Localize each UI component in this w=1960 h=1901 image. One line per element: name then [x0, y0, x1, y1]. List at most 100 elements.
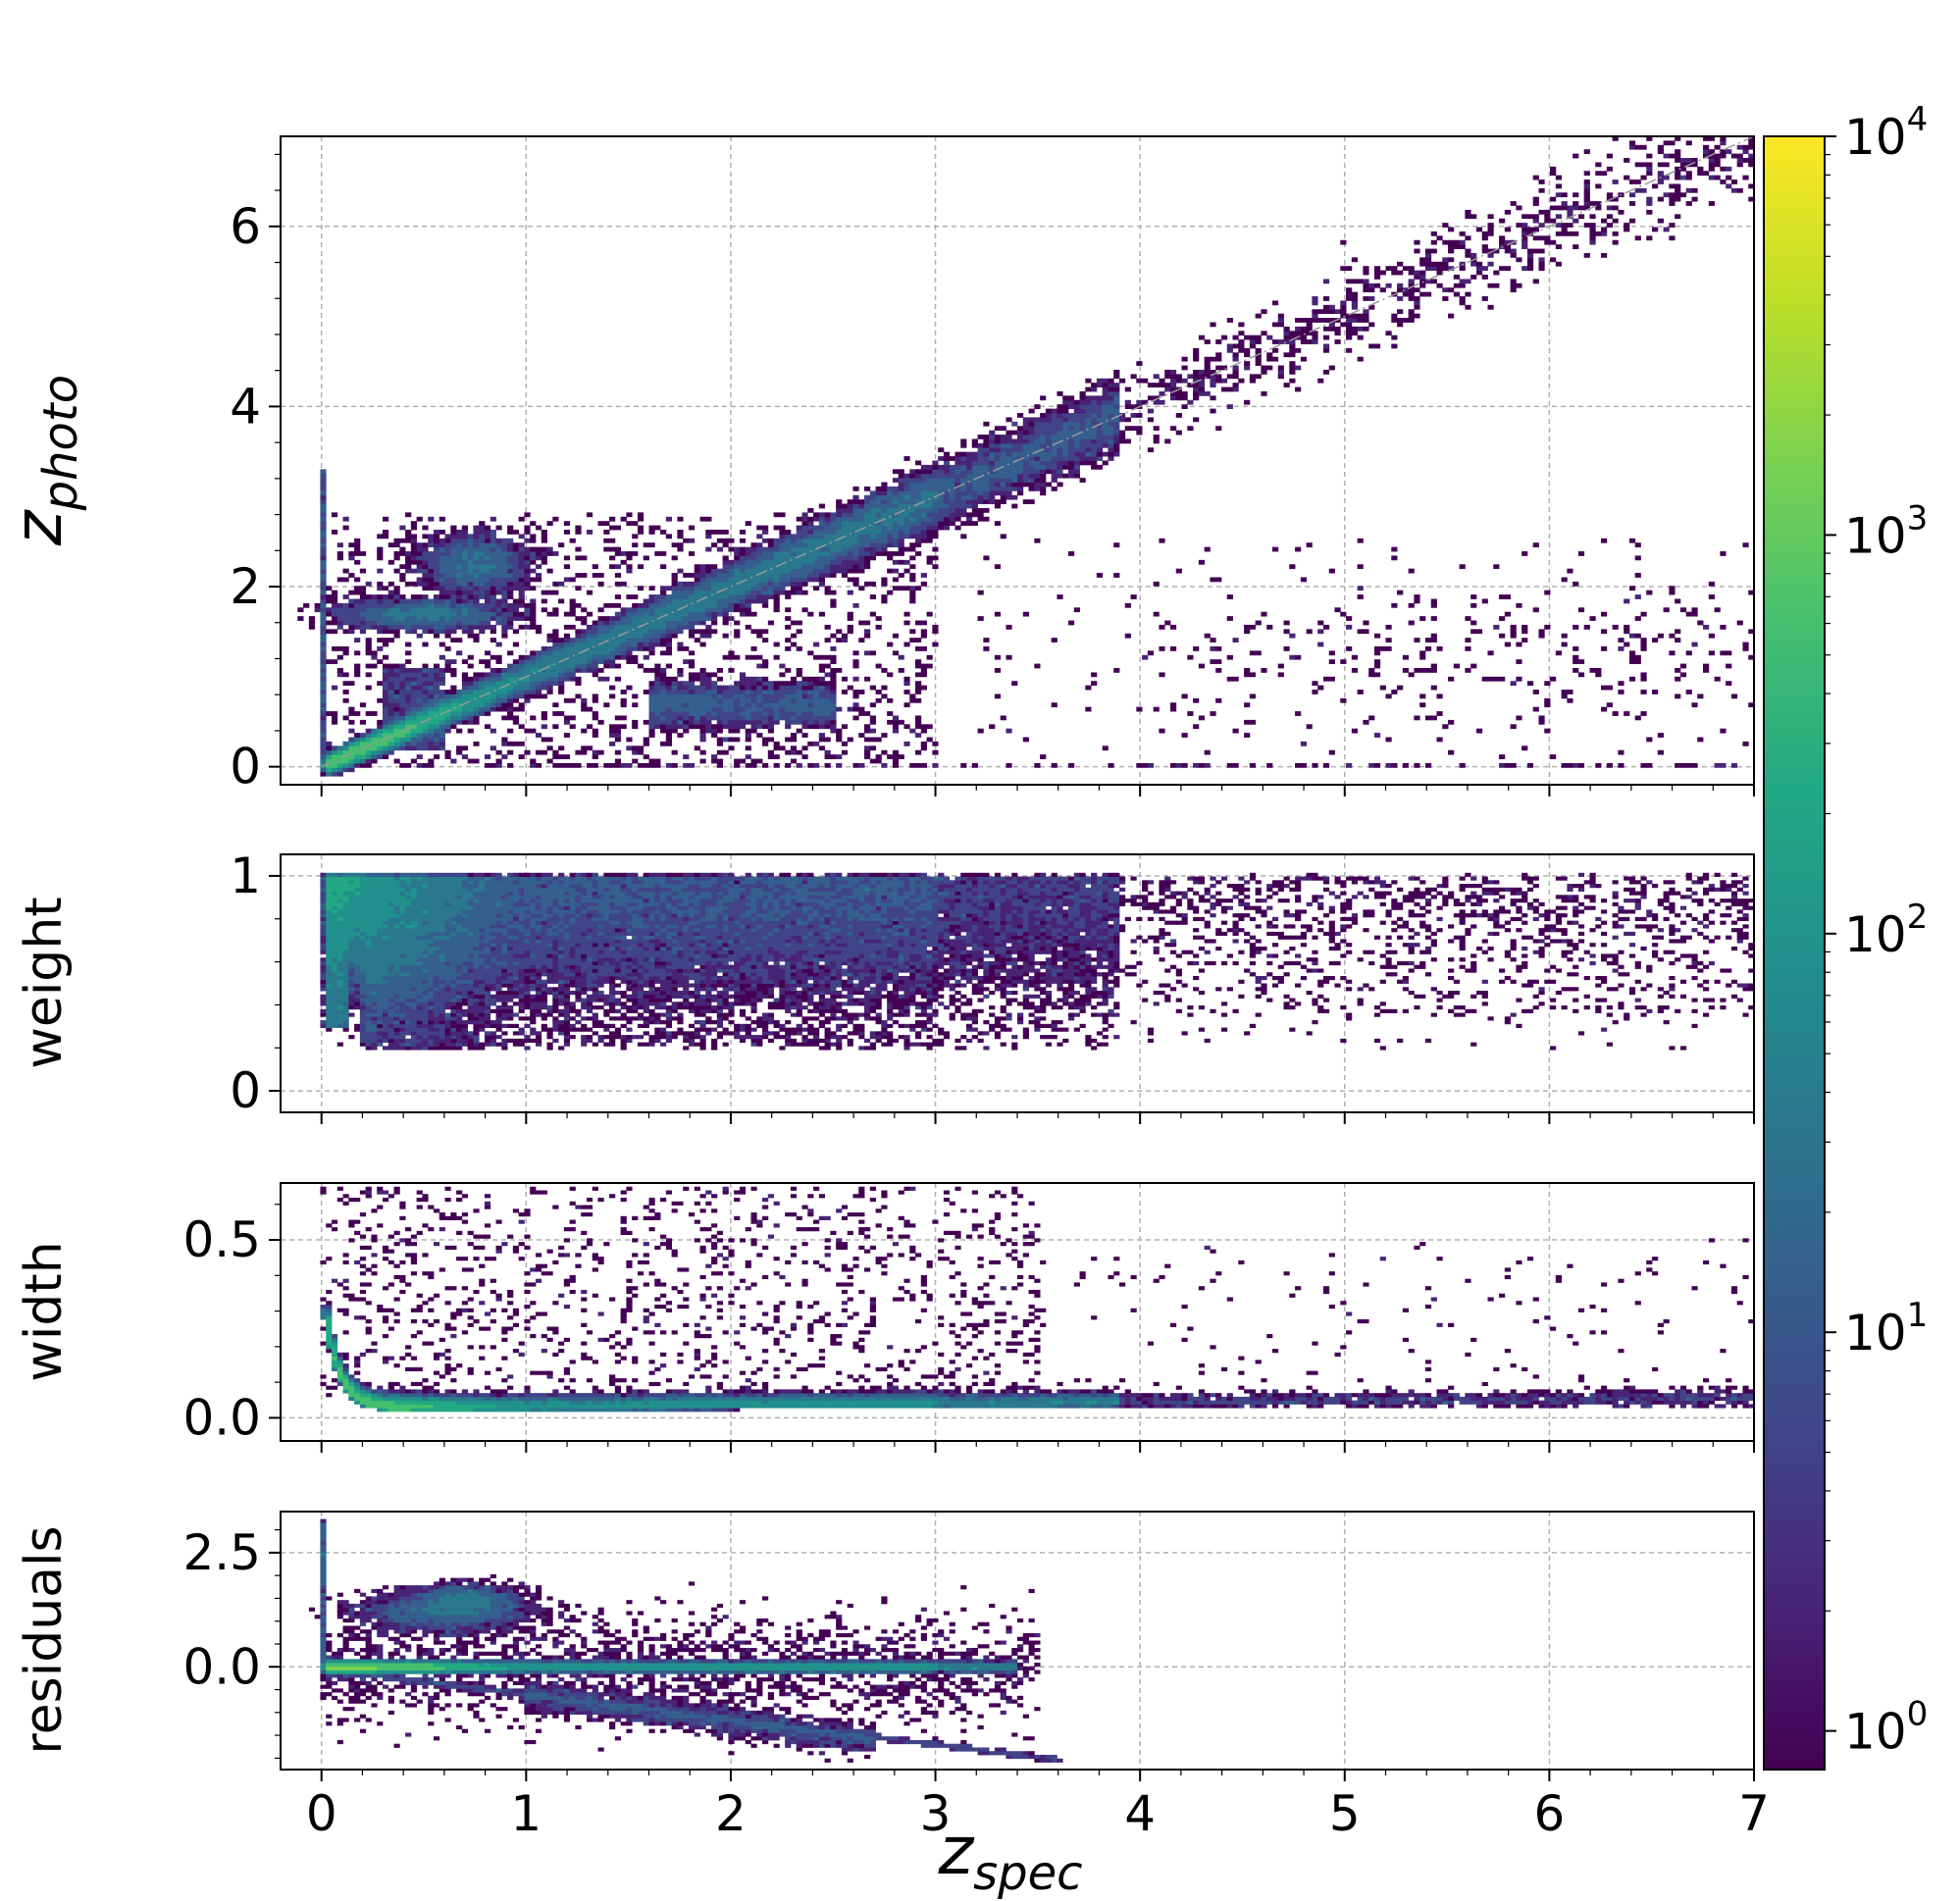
density-cell: [1136, 413, 1143, 418]
density-cell: [926, 724, 933, 730]
density-cell: [1022, 456, 1029, 461]
density-cell: [541, 663, 547, 669]
density-cell: [336, 767, 343, 773]
density-cell: [1011, 421, 1018, 427]
density-cell: [796, 525, 802, 531]
density-cell: [1295, 331, 1302, 336]
density-cell: [767, 690, 774, 694]
density-cell: [750, 654, 757, 660]
density-cell: [677, 546, 684, 552]
density-cell: [320, 685, 327, 691]
density-cell: [632, 654, 639, 660]
density-cell: [1465, 291, 1471, 297]
density-cell: [1187, 654, 1194, 660]
density-cell: [1538, 261, 1545, 267]
density-cell: [1045, 438, 1053, 444]
density-cell: [354, 733, 361, 738]
density-cell: [1283, 383, 1290, 387]
density-cell: [898, 499, 904, 504]
density-cell: [1215, 668, 1222, 673]
density-cell: [1040, 413, 1047, 418]
density-cell: [654, 676, 661, 682]
density-cell: [450, 724, 457, 730]
density-cell: [609, 602, 616, 608]
density-cell: [501, 681, 508, 687]
density-cell: [1612, 624, 1619, 630]
density-cell: [450, 706, 457, 712]
density-cell: [450, 559, 457, 565]
density-cell: [501, 633, 508, 639]
density-cell: [1085, 456, 1092, 461]
density-cell: [665, 624, 673, 630]
density-cell: [637, 586, 645, 591]
density-cell: [1510, 724, 1517, 730]
density-cell: [1283, 620, 1290, 626]
density-cell: [410, 681, 418, 687]
density-cell: [495, 685, 502, 691]
density-cell: [433, 702, 440, 708]
density-cell: [660, 711, 667, 716]
density-cell: [1442, 239, 1449, 245]
density-cell: [1373, 343, 1381, 349]
density-cell: [614, 715, 622, 721]
density-cell: [734, 697, 741, 703]
density-cell: [767, 749, 774, 755]
density-cell: [393, 715, 400, 721]
density-cell: [971, 762, 978, 768]
density-cell: [348, 629, 355, 635]
density-cell: [1096, 464, 1104, 470]
density-cell: [739, 564, 747, 570]
density-cell: [433, 586, 440, 591]
density-cell: [818, 503, 825, 509]
density-cell: [864, 542, 871, 548]
density-cell: [938, 482, 945, 488]
density-cell: [818, 559, 825, 565]
density-cell: [1040, 754, 1047, 759]
density-cell: [1499, 594, 1506, 599]
density-cell: [422, 602, 429, 608]
density-cell: [1079, 395, 1086, 401]
density-cell: [932, 516, 939, 522]
density-cell: [767, 719, 774, 725]
density-cell: [433, 745, 440, 751]
density-cell: [920, 521, 927, 526]
density-cell: [456, 590, 463, 595]
density-cell: [320, 538, 327, 543]
density-cell: [626, 594, 633, 599]
density-cell: [371, 598, 378, 604]
density-cell: [1322, 304, 1330, 310]
density-cell: [903, 494, 910, 500]
density-cell: [620, 697, 627, 703]
density-cell: [1000, 499, 1006, 504]
density-cell: [1073, 456, 1080, 461]
density-cell: [983, 464, 990, 470]
density-cell: [677, 719, 684, 725]
density-cell: [365, 602, 372, 608]
density-cell: [648, 694, 655, 699]
density-cell: [575, 659, 582, 665]
density-cell: [393, 590, 400, 595]
density-cell: [648, 624, 655, 630]
density-cell: [479, 681, 486, 687]
density-cell: [858, 516, 865, 522]
density-cell: [785, 715, 792, 721]
density-cell: [609, 525, 616, 531]
density-cell: [887, 590, 894, 595]
density-cell: [728, 607, 735, 613]
density-cell: [1113, 668, 1120, 673]
density-cell: [728, 694, 735, 699]
density-cell: [1573, 624, 1579, 630]
density-cell: [1204, 546, 1211, 552]
density-cell: [387, 728, 394, 734]
density-cell: [818, 676, 825, 682]
density-cell: [1430, 633, 1437, 639]
density-cell: [501, 611, 508, 617]
density-cell: [1685, 650, 1692, 656]
density-cell: [484, 594, 491, 599]
density-cell: [915, 478, 922, 483]
density-cell: [399, 715, 406, 721]
density-cell: [852, 659, 859, 665]
density-cell: [1096, 408, 1104, 414]
density-cell: [558, 711, 565, 716]
density-cell: [1561, 694, 1568, 699]
